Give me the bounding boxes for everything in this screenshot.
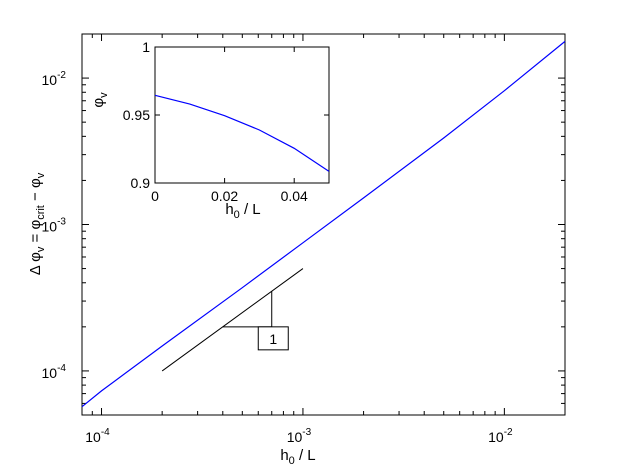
inset-x-tick-label: 0: [151, 188, 159, 204]
inset-y-tick-label: 0.95: [123, 107, 150, 123]
main-series-line: [81, 40, 566, 408]
inset-tick-labels: 0 0.02 0.04 0.9 0.95 1: [123, 39, 308, 204]
inset-ticks: [154, 46, 329, 184]
main-y-axis-label: Δ φv = φcrit − φv: [27, 172, 47, 275]
slope-label: 1: [269, 331, 277, 347]
main-x-tick-label: 10-2: [488, 427, 513, 445]
inset-plot-frame: [154, 46, 330, 184]
inset-x-tick-label: 0.02: [211, 188, 238, 204]
inset-y-axis-label: φv: [90, 92, 110, 108]
slope-reference-line: [161, 268, 304, 372]
main-x-axis-label: h0 / L: [280, 447, 315, 467]
inset-series-line: [154, 94, 330, 172]
inset-x-tick-label: 0.04: [281, 188, 308, 204]
main-tick-labels: 10-4 10-3 10-2 10-4 10-3 10-2: [42, 70, 514, 445]
slope-label-box: [257, 326, 289, 351]
main-y-tick-label: 10-2: [42, 70, 67, 88]
inset-x-axis-label: h0 / L: [225, 201, 260, 221]
inset-plot: 0 0.02 0.04 0.9 0.95 1 h0 / L φv: [90, 39, 330, 221]
main-y-tick-label: 10-3: [42, 217, 67, 235]
main-x-tick-label: 10-4: [85, 427, 110, 445]
main-ticks: [81, 33, 566, 416]
main-x-tick-label: 10-3: [287, 427, 312, 445]
inset-y-tick-label: 0.9: [131, 175, 151, 191]
main-y-tick-label: 10-4: [42, 363, 67, 381]
inset-y-tick-label: 1: [142, 39, 150, 55]
slope-reference: 1: [161, 268, 304, 372]
